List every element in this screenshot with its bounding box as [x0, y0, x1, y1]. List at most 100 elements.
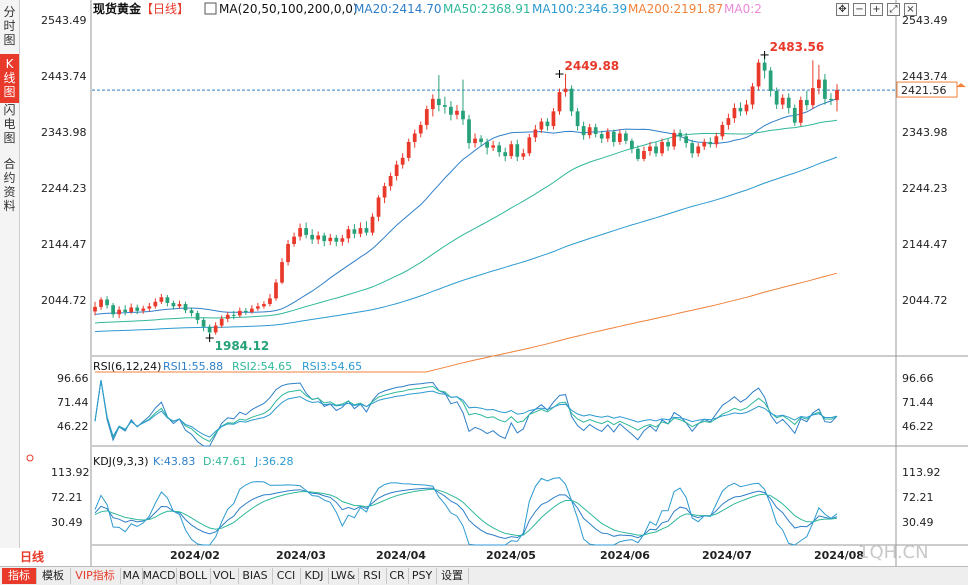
- x-tick-label: 2024/02: [170, 549, 220, 562]
- candle-body: [237, 310, 242, 316]
- candle-body: [708, 141, 713, 145]
- indicator-tab-5[interactable]: BOLL: [176, 568, 211, 584]
- tab-heyue[interactable]: 合约资料: [0, 154, 19, 218]
- ma50-line: [94, 119, 838, 324]
- indicator-tab-11[interactable]: RSI: [358, 568, 387, 584]
- candle-body: [292, 236, 296, 244]
- candle-body: [744, 104, 749, 112]
- indicator-tab-7[interactable]: BIAS: [238, 568, 273, 584]
- indicator-tab-2[interactable]: VIP指标: [70, 568, 121, 584]
- watermark: 1QH.CN: [858, 542, 929, 563]
- close-icon[interactable]: ×: [904, 3, 917, 16]
- kdj-tick-right: 113.92: [902, 466, 941, 479]
- kline-chart[interactable]: RSI(6,12,24) RSI1:55.88 RSI2:54.65 RSI3:54.…: [0, 0, 968, 566]
- rsi1-value: RSI1:55.88: [163, 360, 223, 373]
- rsi2-value: RSI2:54.65: [232, 360, 292, 373]
- annotation-high2: 2483.56: [770, 40, 825, 54]
- indicator-tab-9[interactable]: KDJ: [300, 568, 329, 584]
- indicator-tab-14[interactable]: 设置: [436, 568, 469, 584]
- price-tick-label: 2443.74: [41, 70, 87, 83]
- candle-body: [642, 151, 646, 159]
- indicator-tab-12[interactable]: CR: [386, 568, 409, 584]
- candle-body: [720, 124, 725, 137]
- candle-body: [153, 301, 158, 307]
- indicator-tab-3[interactable]: MA: [120, 568, 143, 584]
- candle-body: [473, 138, 477, 144]
- annotation-low: 1984.12: [215, 339, 270, 353]
- candle-body: [358, 228, 363, 234]
- candle-body: [406, 141, 411, 158]
- symbol-name: 现货黄金: [93, 1, 142, 16]
- indicator-tab-10[interactable]: LW&: [328, 568, 359, 584]
- candle-body: [105, 299, 109, 306]
- fullscreen-icon[interactable]: ⤢: [887, 3, 900, 16]
- rsi-tick-right: 71.44: [902, 396, 934, 409]
- x-tick-label: 2024/04: [376, 549, 426, 562]
- zoom-in-icon[interactable]: +: [870, 3, 883, 16]
- candle-body: [732, 107, 737, 119]
- zoom-out-icon[interactable]: −: [853, 3, 866, 16]
- tab-char: 线: [3, 71, 16, 85]
- rsi-tick: 96.66: [57, 372, 89, 385]
- x-tick-label: 2024/03: [276, 549, 326, 562]
- candle-body: [756, 62, 761, 87]
- candle-body: [159, 297, 164, 302]
- candle-body: [249, 308, 254, 312]
- candle-body: [660, 141, 664, 154]
- tab-shandian[interactable]: 闪电图: [0, 100, 19, 149]
- price-tick-label: 2244.23: [41, 182, 87, 195]
- candle-body: [93, 306, 97, 312]
- ma50-value: MA50:2368.91: [443, 2, 531, 16]
- candle-body: [117, 309, 122, 315]
- candle-body: [334, 237, 339, 242]
- kdj-panel: KDJ(9,3,3) K:43.83 D:47.61 J:36.28 113.92 113…: [26, 454, 941, 546]
- move-icon[interactable]: ✥: [836, 3, 849, 16]
- candle-body: [545, 121, 550, 127]
- candle-body: [328, 237, 333, 242]
- price-tick-label: 2044.72: [41, 294, 87, 307]
- annotation-high1: 2449.88: [565, 59, 620, 73]
- candle-body: [225, 314, 230, 319]
- candle-body: [461, 110, 465, 120]
- candle-body: [346, 229, 351, 239]
- candle-body: [424, 109, 429, 125]
- tab-char: 分: [3, 5, 16, 19]
- candle-body: [563, 88, 568, 93]
- rsi-tick-right: 46.22: [902, 420, 934, 433]
- x-tick-label: 2024/06: [600, 549, 650, 562]
- indicator-tab-13[interactable]: PSY: [408, 568, 437, 584]
- candle-body: [509, 144, 514, 157]
- tab-fenshi[interactable]: 分时图: [0, 2, 19, 51]
- candle-body: [835, 90, 839, 101]
- indicator-tab-6[interactable]: VOL: [210, 568, 239, 584]
- indicator-tab-0[interactable]: 指标: [2, 568, 37, 584]
- kdj-tick: 113.92: [51, 466, 90, 479]
- candle-body: [310, 234, 315, 240]
- indicator-tab-4[interactable]: MACD: [142, 568, 177, 584]
- candle-body: [485, 141, 489, 148]
- candle-body: [823, 79, 827, 99]
- candle-body: [810, 88, 815, 106]
- x-tick-label: 2024/05: [486, 549, 536, 562]
- candle-body: [443, 105, 447, 107]
- ma20-value: MA20:2414.70: [354, 2, 442, 16]
- candle-body: [798, 100, 803, 123]
- candle-body: [268, 298, 272, 305]
- candle-body: [412, 133, 417, 142]
- candle-body: [527, 137, 532, 154]
- rsi3-value: RSI3:54.65: [302, 360, 362, 373]
- candle-body: [714, 136, 719, 145]
- indicator-tab-bar: 指标 模板 VIP指标 MA MACD BOLL VOL BIAS CCI KDJ LW& RSI CR…: [0, 566, 968, 585]
- candle-body: [605, 131, 610, 139]
- period-label[interactable]: 日线: [20, 550, 45, 564]
- indicator-tab-8[interactable]: CCI: [272, 568, 301, 584]
- candle-body: [762, 62, 767, 71]
- current-price-label: 2421.56: [901, 84, 947, 97]
- candle-body: [171, 302, 176, 307]
- candle-body: [207, 326, 212, 333]
- rsi-tick: 46.22: [57, 420, 89, 433]
- tab-char: 约: [3, 171, 16, 185]
- indicator-tab-1[interactable]: 模板: [36, 568, 71, 584]
